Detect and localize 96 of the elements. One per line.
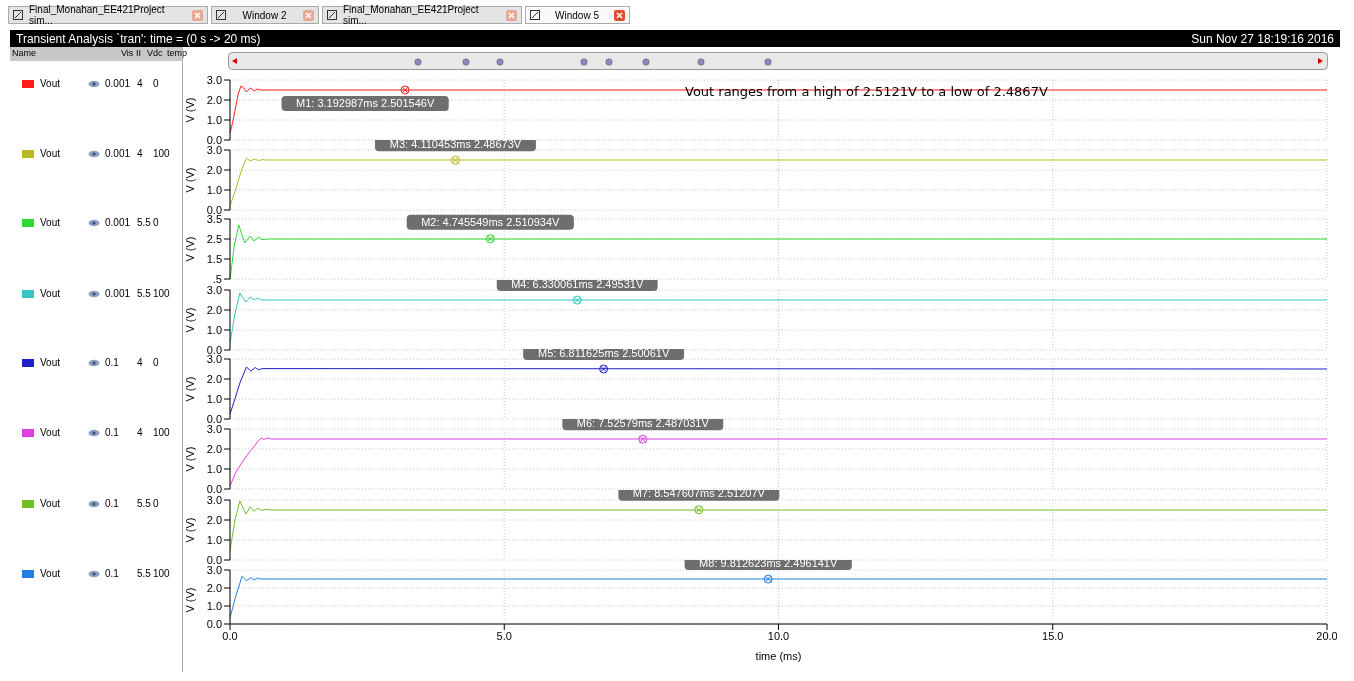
text: 0 — [153, 78, 159, 89]
text: Name — [12, 48, 37, 58]
text: 0.001 — [105, 148, 132, 159]
y-axis-title: V (V) — [184, 445, 197, 474]
x-tick-label: 0.0 — [222, 629, 238, 642]
y-tick-label: 3.0 — [206, 73, 222, 86]
text: 5.5 — [137, 498, 152, 509]
text: 0 — [153, 498, 159, 509]
text: Final_Monahan_EE421Project sim... — [343, 4, 480, 26]
y-tick-label: 1.5 — [206, 252, 222, 265]
text: 0.001 — [105, 78, 132, 89]
y-tick-label: 0.0 — [206, 482, 222, 495]
text: II — [136, 48, 142, 58]
y-tick-label: 3.0 — [206, 493, 222, 506]
text: 0 — [153, 357, 159, 368]
x-tick-label: 10.0 — [767, 629, 790, 642]
legend-label: Vout — [40, 217, 62, 228]
y-tick-label: 2.0 — [206, 513, 222, 526]
legend-label: Vout — [40, 427, 62, 438]
legend-label: Vout — [40, 357, 62, 368]
y-tick-label: 1.0 — [206, 392, 222, 405]
y-axis-title: V (V) — [184, 235, 197, 264]
text: 0.001 — [105, 217, 132, 228]
y-axis-title: V (V) — [184, 516, 197, 545]
text: temp — [167, 48, 188, 58]
legend-label: Vout — [40, 78, 62, 89]
y-tick-label: 1.0 — [206, 599, 222, 612]
y-tick-label: 0.0 — [206, 133, 222, 146]
legend-label: Vout — [40, 568, 62, 579]
annotation: M4: 6.330061ms 2.49531V — [511, 277, 644, 290]
text: 0.001 — [105, 288, 132, 299]
text: 0 — [153, 217, 159, 228]
y-tick-label: 3.0 — [206, 283, 222, 296]
text: 100 — [153, 288, 170, 299]
y-tick-label: 1.0 — [206, 323, 222, 336]
x-axis-title: time (ms) — [755, 650, 802, 662]
chart-title: Transient Analysis `tran': time = (0 s -> 20 ms) — [16, 31, 261, 46]
y-axis-title: V (V) — [184, 166, 197, 195]
annotation: M6: 7.52579ms 2.487031V — [576, 416, 710, 429]
text: 100 — [153, 568, 170, 579]
y-tick-label: 2.0 — [206, 581, 222, 594]
annotation: M3: 4.110453ms 2.48673V — [389, 137, 522, 150]
y-tick-label: 2.0 — [206, 372, 222, 385]
annotation: M2: 4.745549ms 2.510934V — [421, 216, 561, 229]
text: 0.1 — [105, 357, 120, 368]
text: Window 5 — [554, 9, 600, 21]
y-tick-label: 1.0 — [206, 183, 222, 196]
y-tick-label: 0.0 — [206, 617, 222, 630]
chart-subtitle: Sun Nov 27 18:19:16 2016 — [1191, 31, 1334, 46]
y-tick-label: 3.0 — [206, 563, 222, 576]
y-axis-title: V (V) — [184, 375, 197, 404]
annotation: M5: 6.811625ms 2.50061V — [537, 346, 670, 359]
text: 5.5 — [137, 288, 152, 299]
text: Window 2 — [241, 9, 288, 21]
y-tick-label: 2.0 — [206, 303, 222, 316]
annotation: M7: 8.547607ms 2.51207V — [632, 487, 766, 500]
text: 4 — [137, 357, 144, 368]
text: 4 — [137, 427, 144, 438]
y-tick-label: 2.0 — [206, 442, 222, 455]
text: 0.1 — [105, 568, 120, 579]
x-tick-label: 15.0 — [1042, 629, 1064, 642]
legend-label: Vout — [40, 288, 62, 299]
text: Final_Monahan_EE421Project sim... — [29, 4, 166, 26]
y-tick-label: 0.0 — [206, 553, 222, 566]
y-tick-label: 3.0 — [206, 143, 222, 156]
text: 5.5 — [137, 217, 152, 228]
y-axis-title: V (V) — [184, 586, 197, 615]
text: 5.5 — [137, 568, 152, 579]
text: Vis — [121, 48, 134, 58]
x-tick-label: 20.0 — [1316, 629, 1338, 642]
y-tick-label: 1.0 — [206, 533, 222, 546]
x-tick-label: 5.0 — [496, 629, 512, 642]
text: 4 — [137, 78, 144, 89]
text: 100 — [153, 148, 170, 159]
y-tick-label: 3.0 — [206, 422, 222, 435]
y-tick-label: 2.0 — [206, 163, 222, 176]
y-tick-label: 0.0 — [206, 203, 222, 216]
y-tick-label: 2.0 — [206, 93, 222, 106]
annotation: Vout ranges from a high of 2.5121V to a low of 2.4867V — [685, 84, 1048, 99]
y-tick-label: 2.5 — [206, 232, 222, 245]
legend-label: Vout — [40, 498, 62, 509]
y-axis-title: V (V) — [184, 96, 197, 125]
text: 100 — [153, 427, 170, 438]
annotation: M1: 3.192987ms 2.501546V — [296, 97, 435, 110]
y-tick-label: 0.0 — [206, 412, 222, 425]
y-tick-label: 0.0 — [206, 343, 222, 356]
y-tick-label: 1.0 — [206, 462, 222, 475]
y-axis-title: V (V) — [184, 306, 197, 335]
legend-label: Vout — [40, 148, 62, 159]
text: Vdc — [147, 48, 163, 58]
y-tick-label: 1.0 — [206, 113, 222, 126]
text: 4 — [137, 148, 144, 159]
text: 0.1 — [105, 498, 120, 509]
y-tick-label: .5 — [212, 272, 222, 285]
line-series — [230, 157, 1327, 207]
text: 0.1 — [105, 427, 120, 438]
